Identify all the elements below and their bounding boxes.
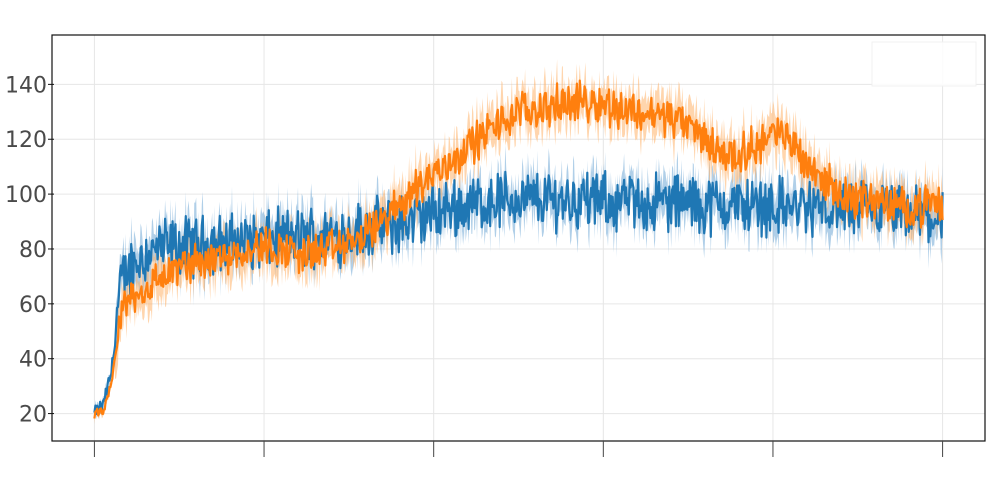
y-tick-label: 140 [5,73,47,98]
axis-ticks [48,83,944,457]
series-lines [93,79,944,419]
legend-background [871,41,977,87]
tick-labels: 20 40 60 80 100 120 140 [5,73,47,427]
y-tick-label: 80 [19,238,47,263]
y-tick-label: 20 [19,403,47,428]
plot-frame [51,34,986,442]
y-tick-label: 40 [19,348,47,373]
y-tick-label: 100 [5,183,47,208]
y-tick-label: 120 [5,128,47,153]
series-2-line [93,79,944,419]
y-tick-label: 60 [19,293,47,318]
series-1-band [94,144,943,420]
series-2-band [94,59,943,424]
legend-box [871,41,977,87]
variability-bands [94,59,943,424]
